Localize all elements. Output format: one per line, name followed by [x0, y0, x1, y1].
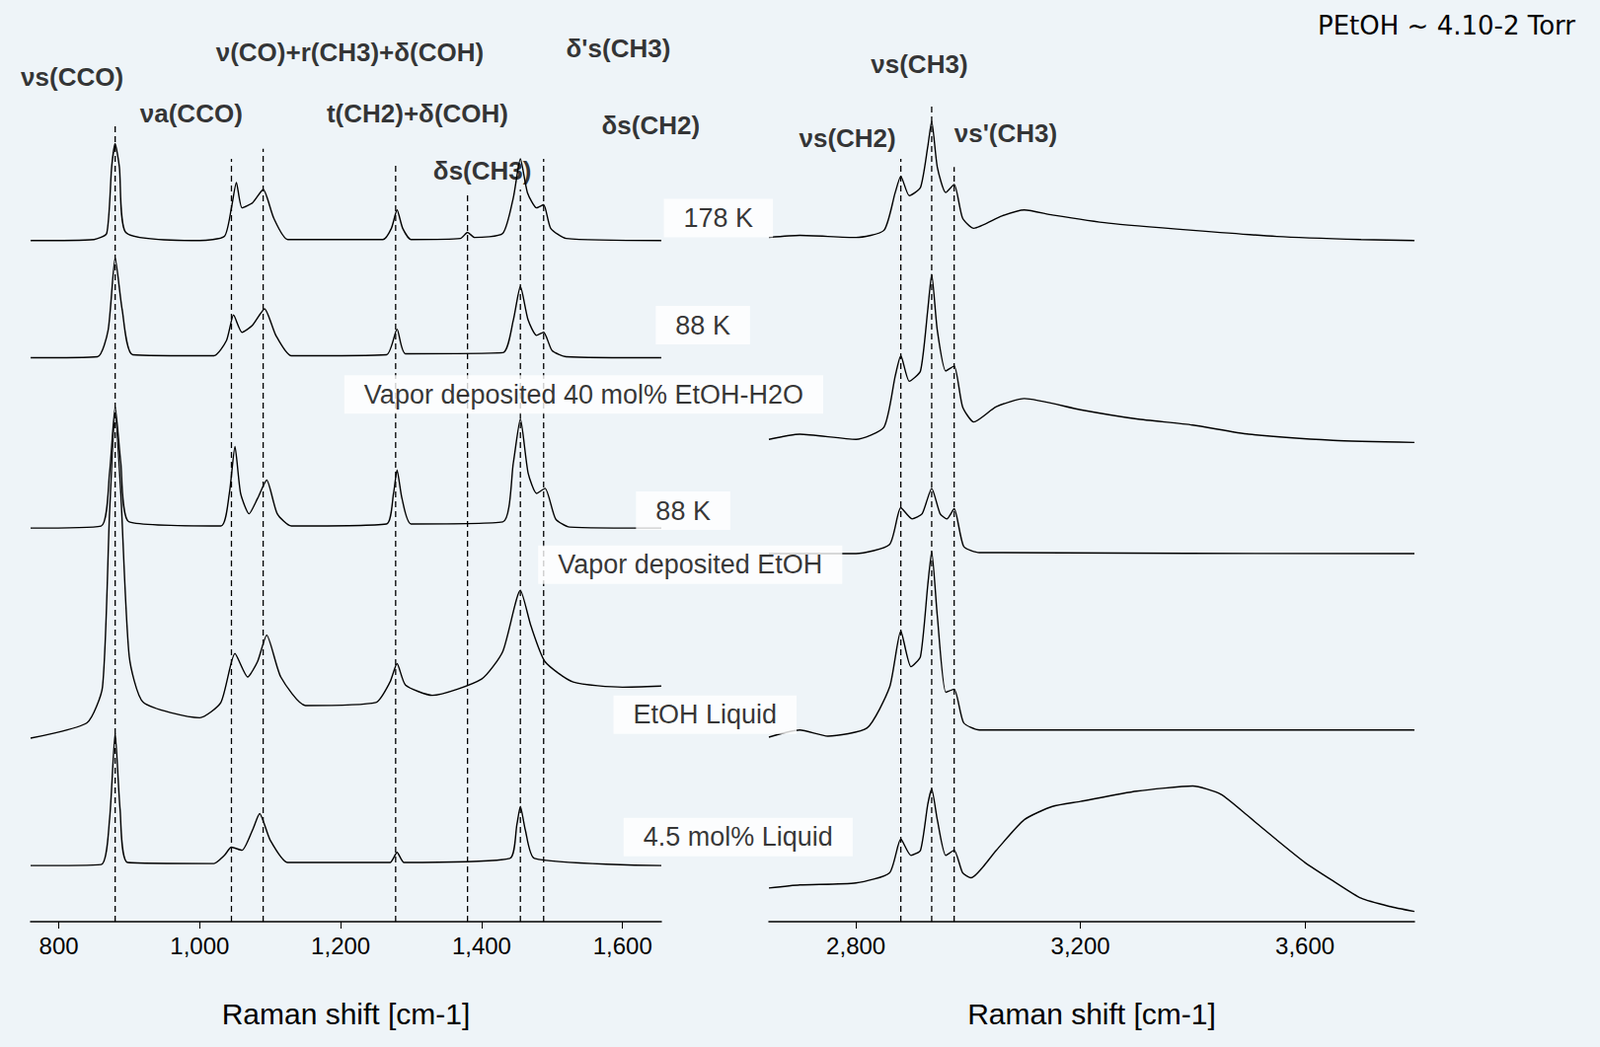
svg-text:1,600: 1,600	[593, 932, 653, 960]
svg-text:1,400: 1,400	[452, 932, 512, 960]
svg-text:Raman shift [cm-1]: Raman shift [cm-1]	[967, 997, 1217, 1031]
svg-text:δ's(CH3): δ's(CH3)	[566, 33, 672, 64]
svg-text:νa(CCO): νa(CCO)	[140, 98, 243, 129]
svg-text:3,200: 3,200	[1051, 932, 1111, 960]
svg-text:Raman shift [cm-1]: Raman shift [cm-1]	[222, 997, 471, 1031]
svg-text:νs(CH2): νs(CH2)	[798, 123, 896, 153]
svg-text:88 K: 88 K	[655, 496, 711, 527]
svg-text:2,800: 2,800	[826, 932, 886, 960]
svg-text:δs(CH2): δs(CH2)	[602, 110, 701, 141]
svg-text:178 K: 178 K	[684, 203, 755, 233]
svg-text:ν(CO)+r(CH3)+δ(COH): ν(CO)+r(CH3)+δ(COH)	[216, 37, 484, 68]
svg-text:800: 800	[39, 932, 79, 960]
svg-text:PEtOH ~ 4.10-2 Torr: PEtOH ~ 4.10-2 Torr	[1317, 10, 1576, 41]
svg-text:δs(CH3): δs(CH3)	[433, 155, 533, 186]
svg-text:1,000: 1,000	[169, 932, 229, 960]
svg-text:EtOH Liquid: EtOH Liquid	[632, 699, 777, 730]
svg-text:Vapor deposited 40 mol% EtOH-H: Vapor deposited 40 mol% EtOH-H2O	[364, 380, 804, 410]
svg-text:88 K: 88 K	[675, 310, 731, 341]
svg-text:t(CH2)+δ(COH): t(CH2)+δ(COH)	[326, 98, 509, 129]
svg-text:Vapor deposited EtOH: Vapor deposited EtOH	[557, 549, 823, 580]
svg-text:νs'(CH3): νs'(CH3)	[954, 118, 1058, 149]
svg-text:νs(CH3): νs(CH3)	[870, 49, 968, 79]
svg-text:νs(CCO): νs(CCO)	[20, 62, 124, 92]
svg-text:3,600: 3,600	[1275, 932, 1335, 960]
svg-text:4.5 mol% Liquid: 4.5 mol% Liquid	[643, 822, 834, 852]
svg-text:1,200: 1,200	[310, 932, 371, 960]
